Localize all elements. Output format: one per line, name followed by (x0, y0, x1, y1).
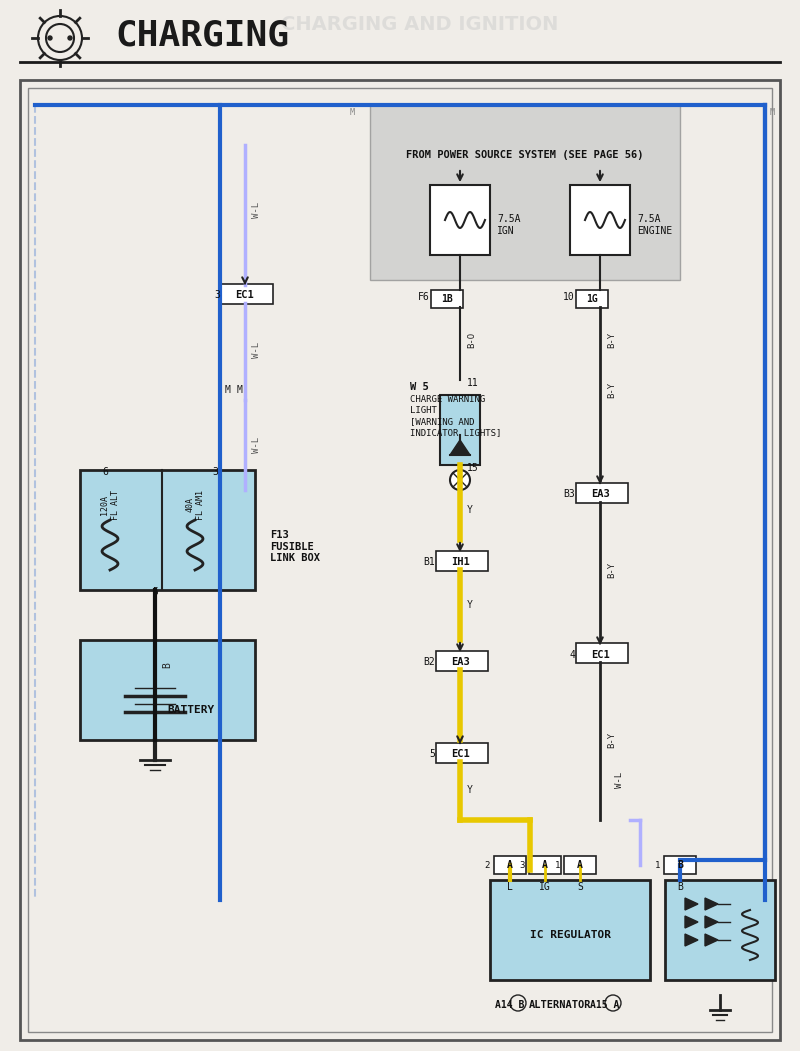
Text: 1B: 1B (441, 294, 453, 304)
Text: W-L: W-L (252, 342, 261, 358)
Text: 7.5A
ENGINE: 7.5A ENGINE (637, 214, 672, 235)
Text: A15 A: A15 A (590, 1000, 620, 1010)
Text: 1: 1 (554, 861, 560, 869)
Text: 6: 6 (102, 467, 108, 477)
Text: W-L: W-L (252, 202, 261, 218)
Text: B-Y: B-Y (607, 382, 616, 398)
Bar (570, 185, 630, 255)
Polygon shape (685, 898, 698, 910)
Text: F13
FUSIBLE
LINK BOX: F13 FUSIBLE LINK BOX (270, 530, 320, 563)
FancyBboxPatch shape (436, 551, 488, 571)
Text: 11: 11 (467, 378, 478, 388)
Text: EA3: EA3 (590, 489, 610, 499)
FancyBboxPatch shape (221, 284, 273, 304)
Text: B3: B3 (563, 489, 575, 499)
Polygon shape (685, 934, 698, 946)
FancyBboxPatch shape (436, 743, 488, 763)
Text: M: M (770, 108, 775, 117)
Text: Y: Y (467, 785, 473, 795)
Text: 40A
FL AM1: 40A FL AM1 (186, 490, 205, 520)
Text: LIGHT: LIGHT (410, 406, 437, 415)
Text: B1: B1 (423, 557, 435, 566)
Text: M: M (225, 385, 231, 395)
Bar (28, 88, 772, 1032)
Polygon shape (705, 916, 718, 928)
Text: 3: 3 (212, 467, 218, 477)
Text: 5: 5 (429, 749, 435, 759)
Text: 10: 10 (563, 292, 575, 302)
Text: A: A (542, 860, 548, 870)
FancyBboxPatch shape (664, 856, 696, 874)
Text: EC1: EC1 (590, 650, 610, 660)
Polygon shape (685, 916, 698, 928)
Text: S: S (577, 882, 583, 892)
Polygon shape (450, 440, 470, 455)
FancyBboxPatch shape (431, 290, 463, 308)
Text: B: B (677, 882, 683, 892)
Text: B-Y: B-Y (607, 562, 616, 578)
Text: EA3: EA3 (450, 657, 470, 667)
Text: A14 B: A14 B (495, 1000, 525, 1010)
Text: 3: 3 (520, 861, 525, 869)
FancyBboxPatch shape (529, 856, 561, 874)
Text: W-L: W-L (252, 437, 261, 453)
Text: W-L: W-L (615, 771, 624, 788)
Text: 5: 5 (152, 588, 158, 597)
Text: BATTERY: BATTERY (167, 705, 214, 715)
Text: L: L (507, 882, 513, 892)
Text: IH1: IH1 (450, 557, 470, 566)
Text: INDICATOR LIGHTS]: INDICATOR LIGHTS] (410, 428, 502, 437)
Text: CHARGE WARNING: CHARGE WARNING (410, 395, 486, 404)
Text: M: M (350, 108, 355, 117)
Text: W 5: W 5 (410, 382, 429, 392)
Text: B-Y: B-Y (607, 332, 616, 348)
Text: F6: F6 (418, 292, 430, 302)
Text: B: B (677, 860, 683, 870)
Text: CHARGING: CHARGING (115, 18, 289, 51)
Bar (80, 640, 255, 740)
Text: A: A (577, 860, 583, 870)
FancyBboxPatch shape (576, 483, 628, 503)
Text: B: B (162, 662, 172, 668)
Text: CHARGING AND IGNITION: CHARGING AND IGNITION (282, 16, 558, 35)
Text: ALTERNATOR: ALTERNATOR (529, 1000, 591, 1010)
Text: M: M (237, 385, 243, 395)
Circle shape (68, 36, 72, 40)
Bar (490, 880, 650, 980)
Text: FROM POWER SOURCE SYSTEM (SEE PAGE 56): FROM POWER SOURCE SYSTEM (SEE PAGE 56) (406, 150, 644, 160)
Text: A: A (507, 860, 513, 870)
Polygon shape (705, 898, 718, 910)
Text: B2: B2 (423, 657, 435, 667)
Bar (430, 185, 490, 255)
Text: IG: IG (539, 882, 551, 892)
Circle shape (450, 470, 470, 490)
Bar (370, 105, 680, 280)
FancyBboxPatch shape (436, 651, 488, 671)
FancyBboxPatch shape (576, 643, 628, 663)
Text: 3: 3 (214, 290, 220, 300)
Text: [WARNING AND: [WARNING AND (410, 417, 474, 426)
Text: EC1: EC1 (450, 749, 470, 759)
Text: 120A
FL ALT: 120A FL ALT (100, 490, 120, 520)
Text: 1: 1 (654, 861, 660, 869)
Text: 2: 2 (485, 861, 490, 869)
Text: 4: 4 (569, 650, 575, 660)
Circle shape (48, 36, 52, 40)
FancyBboxPatch shape (576, 290, 608, 308)
Text: Y: Y (467, 600, 473, 610)
Text: 1G: 1G (586, 294, 598, 304)
Bar (80, 470, 255, 590)
Text: B-O: B-O (467, 332, 476, 348)
FancyBboxPatch shape (494, 856, 526, 874)
Text: EC1: EC1 (236, 290, 254, 300)
Text: Y: Y (467, 504, 473, 515)
Text: B-Y: B-Y (607, 731, 616, 748)
Text: IC REGULATOR: IC REGULATOR (530, 930, 610, 940)
Bar (665, 880, 775, 980)
FancyBboxPatch shape (564, 856, 596, 874)
Text: 7.5A
IGN: 7.5A IGN (497, 214, 521, 235)
Bar (440, 395, 480, 465)
Text: 15: 15 (467, 463, 478, 473)
Polygon shape (705, 934, 718, 946)
